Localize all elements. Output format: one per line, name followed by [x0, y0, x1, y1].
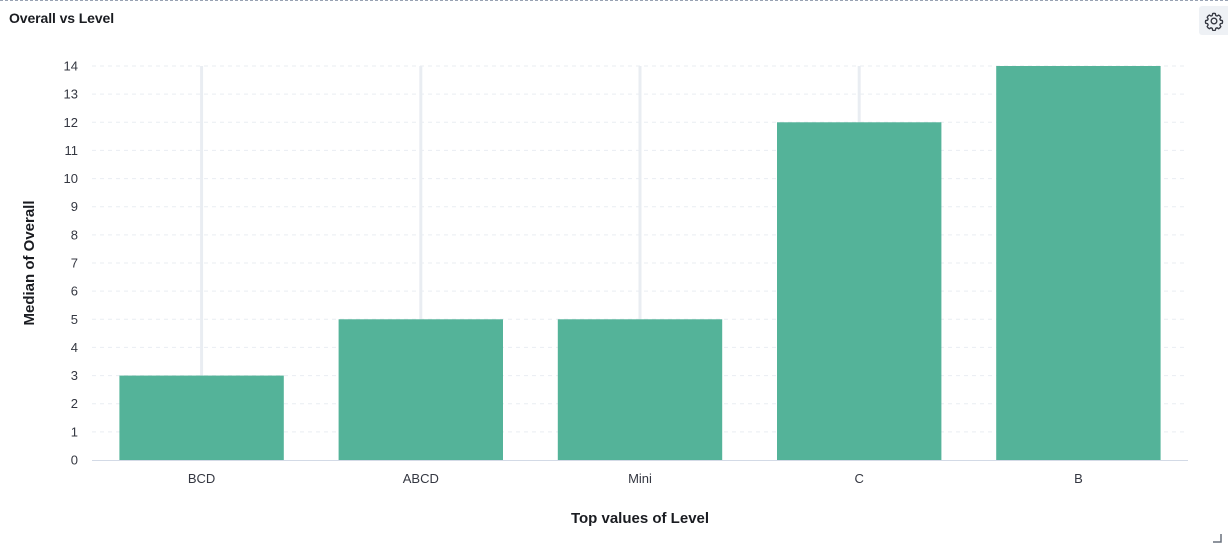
- y-tick-label: 14: [64, 59, 78, 74]
- y-tick-label: 10: [64, 171, 78, 186]
- bar-b[interactable]: [996, 66, 1161, 460]
- gear-icon: [1204, 12, 1223, 31]
- x-axis-ticks: BCD ABCD Mini C B: [188, 471, 1083, 486]
- y-tick-label: 12: [64, 115, 78, 130]
- x-tick-label: Mini: [628, 471, 652, 486]
- bar-c[interactable]: [777, 122, 942, 461]
- x-tick-label: BCD: [188, 471, 215, 486]
- resize-corner-icon[interactable]: [1212, 533, 1222, 543]
- bar-mini[interactable]: [557, 319, 723, 460]
- y-tick-label: 3: [71, 368, 78, 383]
- y-tick-label: 7: [71, 256, 78, 271]
- y-tick-label: 8: [71, 227, 78, 242]
- bar-bcd[interactable]: [119, 375, 284, 460]
- y-tick-label: 13: [64, 87, 78, 102]
- y-tick-label: 1: [71, 424, 78, 439]
- bars: [119, 66, 1161, 461]
- y-tick-label: 11: [65, 143, 79, 158]
- y-tick-label: 2: [71, 396, 78, 411]
- y-tick-label: 6: [71, 284, 78, 299]
- bar-abcd[interactable]: [338, 319, 503, 460]
- x-tick-label: C: [855, 471, 864, 486]
- y-axis-title: Median of Overall: [21, 200, 38, 325]
- y-tick-label: 4: [71, 340, 78, 355]
- y-tick-label: 5: [71, 312, 78, 327]
- x-axis-title: Top values of Level: [571, 510, 709, 527]
- x-tick-label: B: [1074, 471, 1083, 486]
- x-tick-label: ABCD: [403, 471, 439, 486]
- y-tick-label: 0: [71, 453, 78, 468]
- y-tick-label: 9: [71, 199, 78, 214]
- panel-settings-button[interactable]: [1199, 6, 1228, 35]
- panel-title: Overall vs Level: [9, 10, 115, 26]
